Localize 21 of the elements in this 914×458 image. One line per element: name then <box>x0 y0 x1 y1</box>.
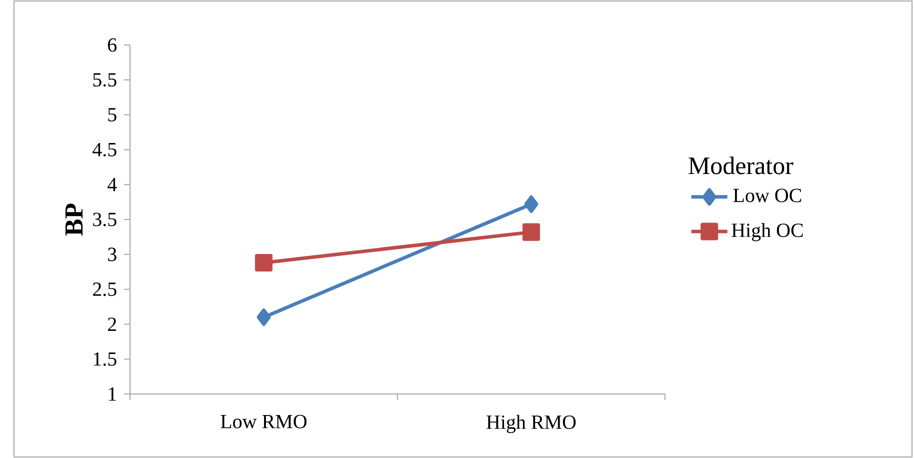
point <box>524 195 538 213</box>
point <box>256 308 271 326</box>
point <box>522 223 540 241</box>
y-tick-label: 6 <box>108 38 117 52</box>
y-tick-label: 4.5 <box>92 142 116 156</box>
y-tick-label: 2.5 <box>93 282 116 296</box>
legend-title: Moderator <box>688 156 794 174</box>
legend-label: Low OC <box>733 188 802 202</box>
y-tick-label: 1.5 <box>94 352 116 366</box>
x-tick-label: High RMO <box>486 414 576 434</box>
y-tick-label: 5 <box>108 108 116 122</box>
x-tick-label: Low RMO <box>220 414 307 428</box>
y-tick-label: 1 <box>108 387 116 401</box>
y-tick-label: 3.5 <box>93 212 116 226</box>
y-tick-label: 2 <box>108 318 116 331</box>
y-tick-label: 5.5 <box>93 73 116 87</box>
legend-label: High OC <box>732 223 803 242</box>
y-axis-title: BP <box>65 204 83 236</box>
point <box>255 254 273 272</box>
y-tick-label: 3 <box>108 248 116 262</box>
y-tick-label: 4 <box>108 178 117 192</box>
